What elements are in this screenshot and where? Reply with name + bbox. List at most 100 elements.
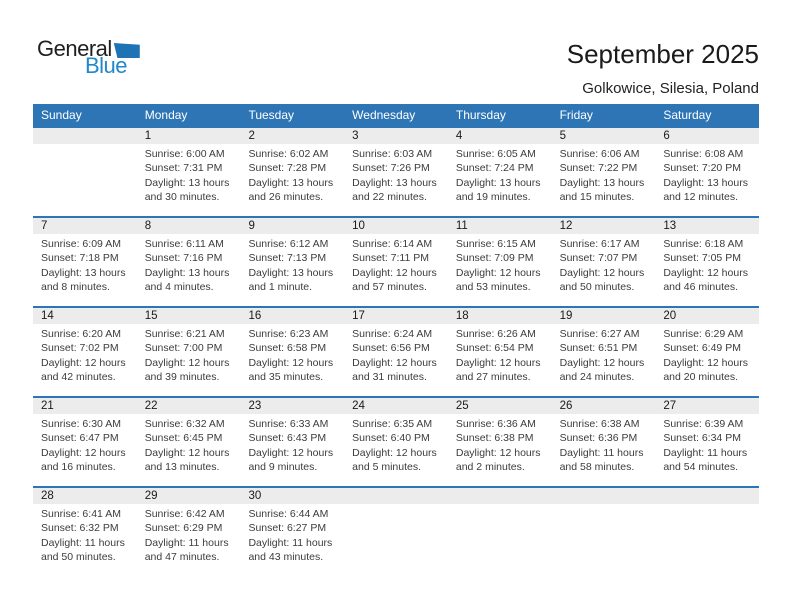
- day-details: [344, 504, 448, 507]
- day-number-band: 15: [136, 308, 241, 324]
- day-cell-26: 26 Sunrise: 6:38 AM Sunset: 6:36 PM Dayligh…: [551, 398, 656, 486]
- day-details: Sunrise: 6:24 AM Sunset: 6:56 PM Daylight:…: [344, 324, 448, 385]
- day-cell-17: 17 Sunrise: 6:24 AM Sunset: 6:56 PM Dayligh…: [344, 308, 448, 396]
- day-detail-line: Sunrise: 6:29 AM: [663, 328, 744, 340]
- day-cell-3: 3 Sunrise: 6:03 AM Sunset: 7:26 PM Daylight…: [344, 128, 448, 216]
- day-cell-10: 10 Sunrise: 6:14 AM Sunset: 7:11 PM Dayligh…: [344, 218, 448, 306]
- calendar-table: Sunday Monday Tuesday Wednesday Thursday Frid…: [33, 104, 760, 576]
- day-detail-line: Daylight: 12 hours: [455, 266, 541, 279]
- day-detail-line: Sunset: 6:32 PM: [41, 522, 119, 535]
- day-detail-line: Daylight: 12 hours: [663, 266, 748, 279]
- day-details: Sunrise: 6:05 AM Sunset: 7:24 PM Daylight:…: [448, 144, 552, 205]
- day-cell-7: 7 Sunrise: 6:09 AM Sunset: 7:18 PM Daylight…: [33, 218, 137, 306]
- day-detail-line: and 50 minutes.: [559, 281, 635, 294]
- day-number-band: [33, 128, 137, 144]
- day-number: 6: [663, 130, 670, 142]
- day-cell-15: 15 Sunrise: 6:21 AM Sunset: 7:00 PM Dayligh…: [136, 308, 241, 396]
- day-detail-line: and 9 minutes.: [248, 461, 318, 474]
- day-detail-line: Sunrise: 6:06 AM: [559, 148, 640, 160]
- day-detail-line: Sunset: 6:36 PM: [559, 432, 638, 445]
- day-number: 3: [352, 130, 359, 142]
- day-detail-line: Sunrise: 6:03 AM: [352, 148, 433, 160]
- day-detail-line: Sunset: 7:00 PM: [144, 342, 223, 355]
- day-detail-line: and 16 minutes.: [41, 461, 116, 474]
- day-detail-line: Daylight: 13 hours: [455, 176, 541, 189]
- day-details: Sunrise: 6:18 AM Sunset: 7:05 PM Daylight:…: [655, 234, 759, 295]
- day-cell-18: 18 Sunrise: 6:26 AM Sunset: 6:54 PM Dayligh…: [447, 308, 552, 396]
- day-details: [33, 144, 137, 147]
- day-header-cell-sunday: Sunday: [41, 108, 82, 122]
- day-detail-line: Sunrise: 6:02 AM: [248, 148, 329, 160]
- day-detail-line: Daylight: 12 hours: [352, 266, 437, 279]
- day-details: Sunrise: 6:30 AM Sunset: 6:47 PM Daylight:…: [33, 414, 137, 475]
- day-detail-line: Sunrise: 6:33 AM: [248, 418, 329, 430]
- day-number-band: [447, 488, 552, 504]
- day-number-band: 21: [33, 398, 137, 414]
- day-details: Sunrise: 6:20 AM Sunset: 7:02 PM Daylight:…: [33, 324, 137, 385]
- day-detail-line: Sunrise: 6:09 AM: [41, 238, 121, 250]
- day-detail-line: Sunset: 7:16 PM: [144, 252, 223, 265]
- day-cell-21: 21 Sunrise: 6:30 AM Sunset: 6:47 PM Dayligh…: [33, 398, 137, 486]
- day-detail-line: Sunset: 7:11 PM: [352, 252, 430, 265]
- day-details: Sunrise: 6:02 AM Sunset: 7:28 PM Daylight:…: [240, 144, 344, 205]
- day-number-band: [551, 488, 656, 504]
- day-details: Sunrise: 6:42 AM Sunset: 6:29 PM Daylight:…: [137, 504, 241, 565]
- day-detail-line: Sunrise: 6:39 AM: [663, 418, 744, 430]
- day-details: [448, 504, 552, 507]
- day-number: 26: [559, 400, 573, 412]
- day-details: Sunrise: 6:26 AM Sunset: 6:54 PM Daylight:…: [448, 324, 552, 385]
- day-detail-line: Sunset: 7:31 PM: [144, 162, 223, 175]
- logo-blue-text: Blue: [85, 53, 128, 78]
- day-detail-line: Sunrise: 6:18 AM: [663, 238, 744, 250]
- day-details: Sunrise: 6:39 AM Sunset: 6:34 PM Daylight:…: [655, 414, 759, 475]
- day-detail-line: Sunset: 6:49 PM: [663, 342, 741, 355]
- day-detail-line: Daylight: 11 hours: [248, 536, 333, 549]
- general-blue-logo: General Blue: [37, 38, 140, 78]
- day-cell-24: 24 Sunrise: 6:35 AM Sunset: 6:40 PM Dayligh…: [344, 398, 448, 486]
- page-subtitle: Golkowice, Silesia, Poland: [582, 80, 759, 97]
- day-number: 21: [41, 400, 54, 412]
- day-detail-line: Daylight: 12 hours: [144, 446, 230, 459]
- day-detail-line: Sunset: 7:26 PM: [352, 162, 430, 175]
- day-detail-line: Daylight: 13 hours: [41, 266, 126, 279]
- day-number-band: 22: [136, 398, 241, 414]
- day-detail-line: Daylight: 12 hours: [41, 446, 126, 459]
- day-cell-empty: [33, 128, 137, 216]
- day-detail-line: Sunrise: 6:05 AM: [455, 148, 536, 160]
- day-detail-line: Sunrise: 6:26 AM: [455, 328, 536, 340]
- day-cell-27: 27 Sunrise: 6:39 AM Sunset: 6:34 PM Dayligh…: [655, 398, 760, 486]
- day-detail-line: and 53 minutes.: [455, 281, 531, 294]
- day-detail-line: Sunrise: 6:15 AM: [455, 238, 536, 250]
- day-detail-line: and 46 minutes.: [663, 281, 739, 294]
- day-cell-8: 8 Sunrise: 6:11 AM Sunset: 7:16 PM Daylight…: [136, 218, 241, 306]
- day-detail-line: and 22 minutes.: [352, 191, 427, 204]
- day-details: Sunrise: 6:44 AM Sunset: 6:27 PM Daylight:…: [240, 504, 344, 565]
- day-detail-line: and 12 minutes.: [663, 191, 739, 204]
- day-detail-line: Daylight: 13 hours: [663, 176, 748, 189]
- day-cell-9: 9 Sunrise: 6:12 AM Sunset: 7:13 PM Daylight…: [240, 218, 345, 306]
- day-detail-line: Sunrise: 6:27 AM: [559, 328, 640, 340]
- day-details: Sunrise: 6:17 AM Sunset: 7:07 PM Daylight:…: [552, 234, 656, 295]
- day-detail-line: Sunrise: 6:24 AM: [352, 328, 433, 340]
- day-cell-5: 5 Sunrise: 6:06 AM Sunset: 7:22 PM Daylight…: [551, 128, 656, 216]
- day-detail-line: Sunset: 6:29 PM: [144, 522, 223, 535]
- day-header-cell-friday: Friday: [559, 108, 593, 122]
- day-details: Sunrise: 6:29 AM Sunset: 6:49 PM Daylight:…: [655, 324, 759, 385]
- day-cell-22: 22 Sunrise: 6:32 AM Sunset: 6:45 PM Dayligh…: [136, 398, 241, 486]
- day-details: [655, 504, 759, 507]
- day-detail-line: Sunrise: 6:38 AM: [559, 418, 640, 430]
- day-detail-line: and 47 minutes.: [144, 551, 220, 564]
- day-detail-line: Daylight: 11 hours: [144, 536, 229, 549]
- day-number-band: 1: [136, 128, 241, 144]
- day-number-band: 9: [240, 218, 345, 234]
- day-detail-line: Daylight: 12 hours: [352, 446, 437, 459]
- day-number: 28: [41, 490, 54, 502]
- day-number-band: 2: [240, 128, 345, 144]
- day-detail-line: and 30 minutes.: [144, 191, 220, 204]
- day-detail-line: Sunrise: 6:42 AM: [144, 508, 225, 520]
- day-number-band: 14: [33, 308, 137, 324]
- day-detail-line: and 20 minutes.: [663, 371, 739, 384]
- day-detail-line: Sunset: 7:09 PM: [455, 252, 534, 265]
- day-detail-line: Daylight: 12 hours: [352, 356, 437, 369]
- day-detail-line: Sunset: 7:22 PM: [559, 162, 638, 175]
